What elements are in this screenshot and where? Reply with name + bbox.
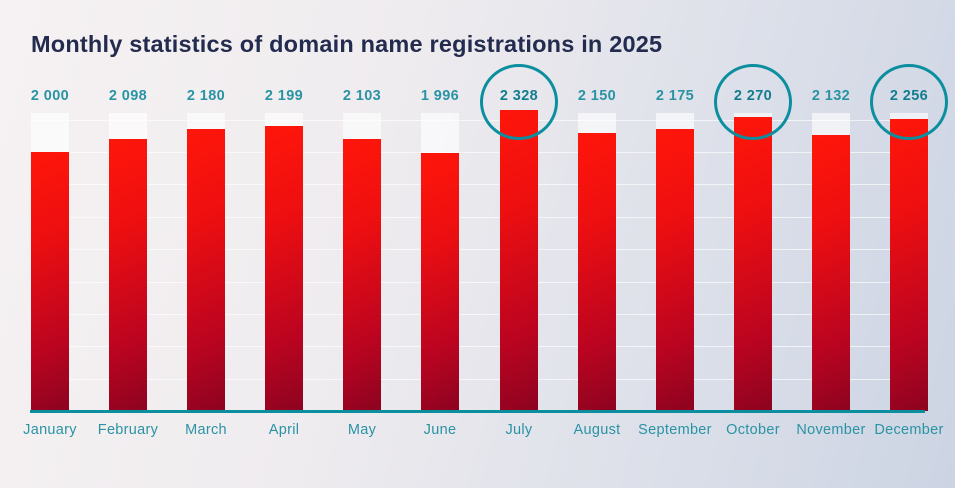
- month-label: November: [796, 422, 866, 438]
- bar-march: [187, 129, 225, 411]
- gridline: [30, 314, 925, 315]
- highlight-circle-december: [870, 64, 948, 140]
- chart-title: Monthly statistics of domain name regist…: [31, 31, 663, 57]
- month-label: December: [874, 422, 944, 438]
- bar-july: [500, 110, 538, 411]
- highlight-circle-july: [480, 64, 558, 140]
- value-label: 2 000: [30, 88, 70, 104]
- bar-june: [421, 153, 459, 411]
- bar-august: [578, 133, 616, 411]
- value-label: 2 199: [264, 88, 304, 104]
- month-label: May: [347, 422, 377, 438]
- value-label: 2 256: [889, 88, 929, 104]
- month-label: February: [97, 422, 159, 438]
- gridline: [30, 346, 925, 347]
- value-label: 2 103: [342, 88, 382, 104]
- gridline: [30, 282, 925, 283]
- value-label: 2 150: [577, 88, 617, 104]
- month-label: June: [423, 422, 457, 438]
- value-label: 2 132: [811, 88, 851, 104]
- gridline: [30, 249, 925, 250]
- month-label: July: [505, 422, 533, 438]
- gridline: [30, 120, 925, 121]
- value-label: 2 180: [186, 88, 226, 104]
- bar-january: [31, 152, 69, 411]
- month-label: January: [23, 422, 77, 438]
- month-label: October: [726, 422, 780, 438]
- bar-may: [343, 139, 381, 411]
- x-axis-line: [30, 410, 925, 413]
- month-label: September: [638, 422, 712, 438]
- gridline: [30, 152, 925, 153]
- value-label: 2 098: [108, 88, 148, 104]
- bar-october: [734, 117, 772, 411]
- gridline: [30, 217, 925, 218]
- bar-november: [812, 135, 850, 411]
- bar-september: [656, 129, 694, 411]
- bar-february: [109, 139, 147, 411]
- highlight-circle-october: [714, 64, 792, 140]
- gridline: [30, 379, 925, 380]
- month-label: March: [185, 422, 227, 438]
- value-label: 2 328: [499, 88, 539, 104]
- bar-april: [265, 126, 303, 411]
- month-label: August: [573, 422, 621, 438]
- month-label: April: [268, 422, 300, 438]
- value-label: 2 270: [733, 88, 773, 104]
- bar-december: [890, 119, 928, 411]
- gridline: [30, 184, 925, 185]
- value-label: 2 175: [655, 88, 695, 104]
- value-label: 1 996: [420, 88, 460, 104]
